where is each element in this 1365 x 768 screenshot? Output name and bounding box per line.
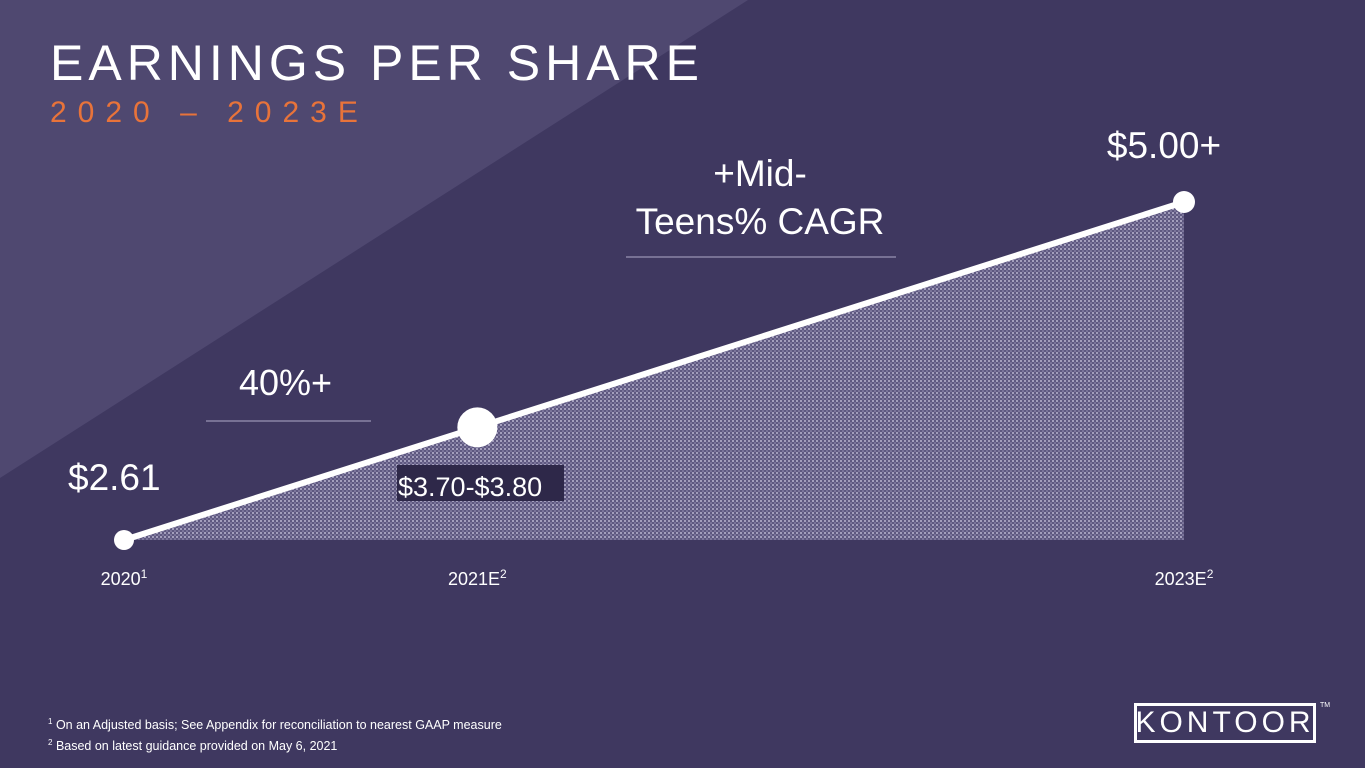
data-label-2020: $2.61 xyxy=(68,457,161,498)
data-label-2021e-bg xyxy=(397,465,564,501)
footnote-2: 2 Based on latest guidance provided on M… xyxy=(48,738,338,754)
x-tick-label-2020: 20201 xyxy=(101,567,148,589)
data-label-2021e: $3.70-$3.80 xyxy=(398,472,542,502)
x-tick-label-2023e: 2023E2 xyxy=(1155,567,1214,589)
data-point-2021e xyxy=(457,407,498,448)
annotation-cagr-line2: Teens% CAGR xyxy=(636,201,885,242)
footnotes: 1 On an Adjusted basis; See Appendix for… xyxy=(48,713,502,755)
kontoor-logo: KONTOOR xyxy=(1134,703,1316,743)
trademark-mark: TM xyxy=(1320,702,1331,709)
data-point-2020 xyxy=(114,530,134,550)
annotation-growth-2021: 40%+ xyxy=(239,362,332,403)
slide-title: EARNINGS PER SHARE xyxy=(50,35,705,91)
data-label-2023e: $5.00+ xyxy=(1107,125,1221,166)
data-point-2023e xyxy=(1173,191,1195,213)
x-tick-label-2021e: 2021E2 xyxy=(448,567,507,589)
annotation-cagr-line1: +Mid- xyxy=(713,153,807,194)
eps-series-line xyxy=(121,199,1187,543)
footnote-1: 1 On an Adjusted basis; See Appendix for… xyxy=(48,717,502,733)
slide-subtitle: 2020 – 2023E xyxy=(50,96,369,129)
